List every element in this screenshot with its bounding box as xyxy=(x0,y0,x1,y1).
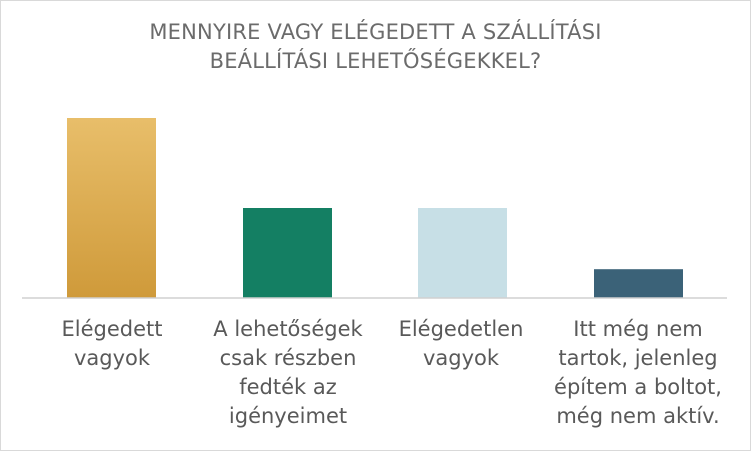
chart-title-line-2: BEÁLLÍTÁSI LEHETŐSÉGEKKEL? xyxy=(209,49,542,73)
category-label-1: Elégedett vagyok xyxy=(61,317,163,370)
chart-title-line-1: MENNYIRE VAGY ELÉGEDETT A SZÁLLÍTÁSI xyxy=(149,20,602,44)
category-label-2: A lehetőségek csak részben fedték az igé… xyxy=(213,317,363,428)
bar-1 xyxy=(67,118,156,298)
chart-title: MENNYIRE VAGY ELÉGEDETT A SZÁLLÍTÁSI BEÁ… xyxy=(0,18,751,76)
bar-group xyxy=(67,118,683,298)
bar-4 xyxy=(594,269,683,298)
bar-2 xyxy=(243,208,332,298)
bar-3 xyxy=(418,208,507,298)
category-label-3: Elégedetlen vagyok xyxy=(398,317,524,370)
category-label-4: Itt még nem tartok, jelenleg építem a bo… xyxy=(554,317,722,428)
